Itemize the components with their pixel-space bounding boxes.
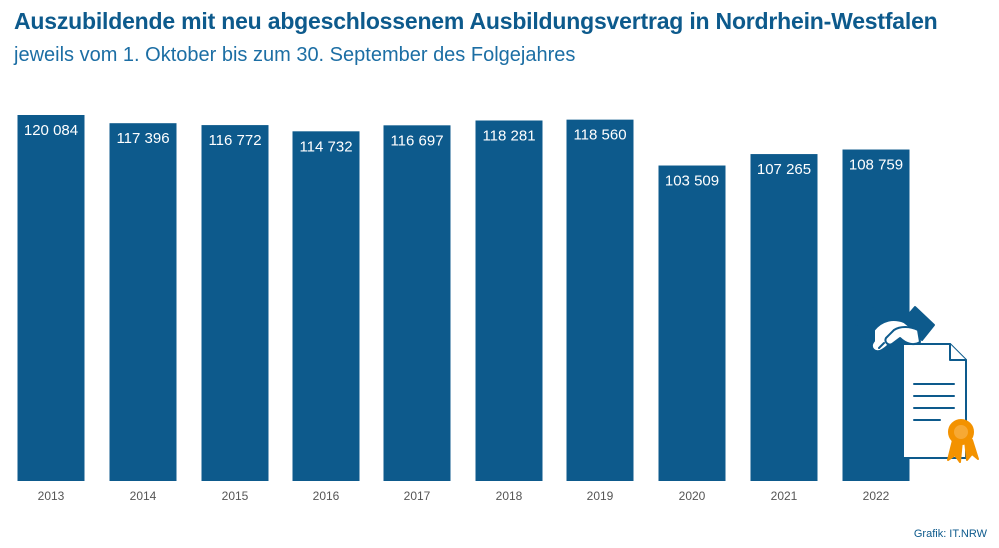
bar-value-label: 116 697 (390, 132, 443, 149)
bar-2019 (567, 120, 634, 481)
bar-chart: 120 084 117 396 116 772 114 732 116 697 118 2… (0, 0, 999, 548)
x-tick-label: 2019 (587, 489, 614, 503)
source-credit: Grafik: IT.NRW (914, 528, 987, 540)
bar-value-label: 103 509 (665, 173, 719, 190)
bar-2015 (202, 125, 269, 481)
bar-value-label: 117 396 (116, 130, 169, 147)
x-axis-tick-labels: 2013 2014 2015 2016 2017 2018 2019 2020 2021 2022 (38, 489, 890, 503)
bar-2021 (751, 154, 818, 481)
bar-value-label: 114 732 (299, 138, 352, 155)
x-tick-label: 2014 (130, 489, 157, 503)
x-tick-label: 2022 (863, 489, 890, 503)
bar-2016 (293, 131, 360, 481)
x-tick-label: 2020 (679, 489, 706, 503)
bar-2018 (476, 120, 543, 481)
bar-2017 (384, 125, 451, 481)
bar-value-label: 118 281 (482, 127, 535, 144)
x-tick-label: 2017 (404, 489, 431, 503)
bar-2020 (659, 166, 726, 481)
x-tick-label: 2015 (222, 489, 249, 503)
bar-value-label: 107 265 (757, 161, 811, 178)
x-tick-label: 2018 (496, 489, 523, 503)
bar-value-label: 116 772 (208, 132, 261, 149)
bar-value-label: 108 759 (849, 157, 903, 174)
x-tick-label: 2013 (38, 489, 65, 503)
bar-value-label: 120 084 (24, 122, 78, 139)
x-tick-label: 2021 (771, 489, 798, 503)
bar-value-label: 118 560 (573, 127, 626, 144)
bar-2014 (110, 123, 177, 481)
x-tick-label: 2016 (313, 489, 340, 503)
bar-2013 (18, 115, 85, 481)
